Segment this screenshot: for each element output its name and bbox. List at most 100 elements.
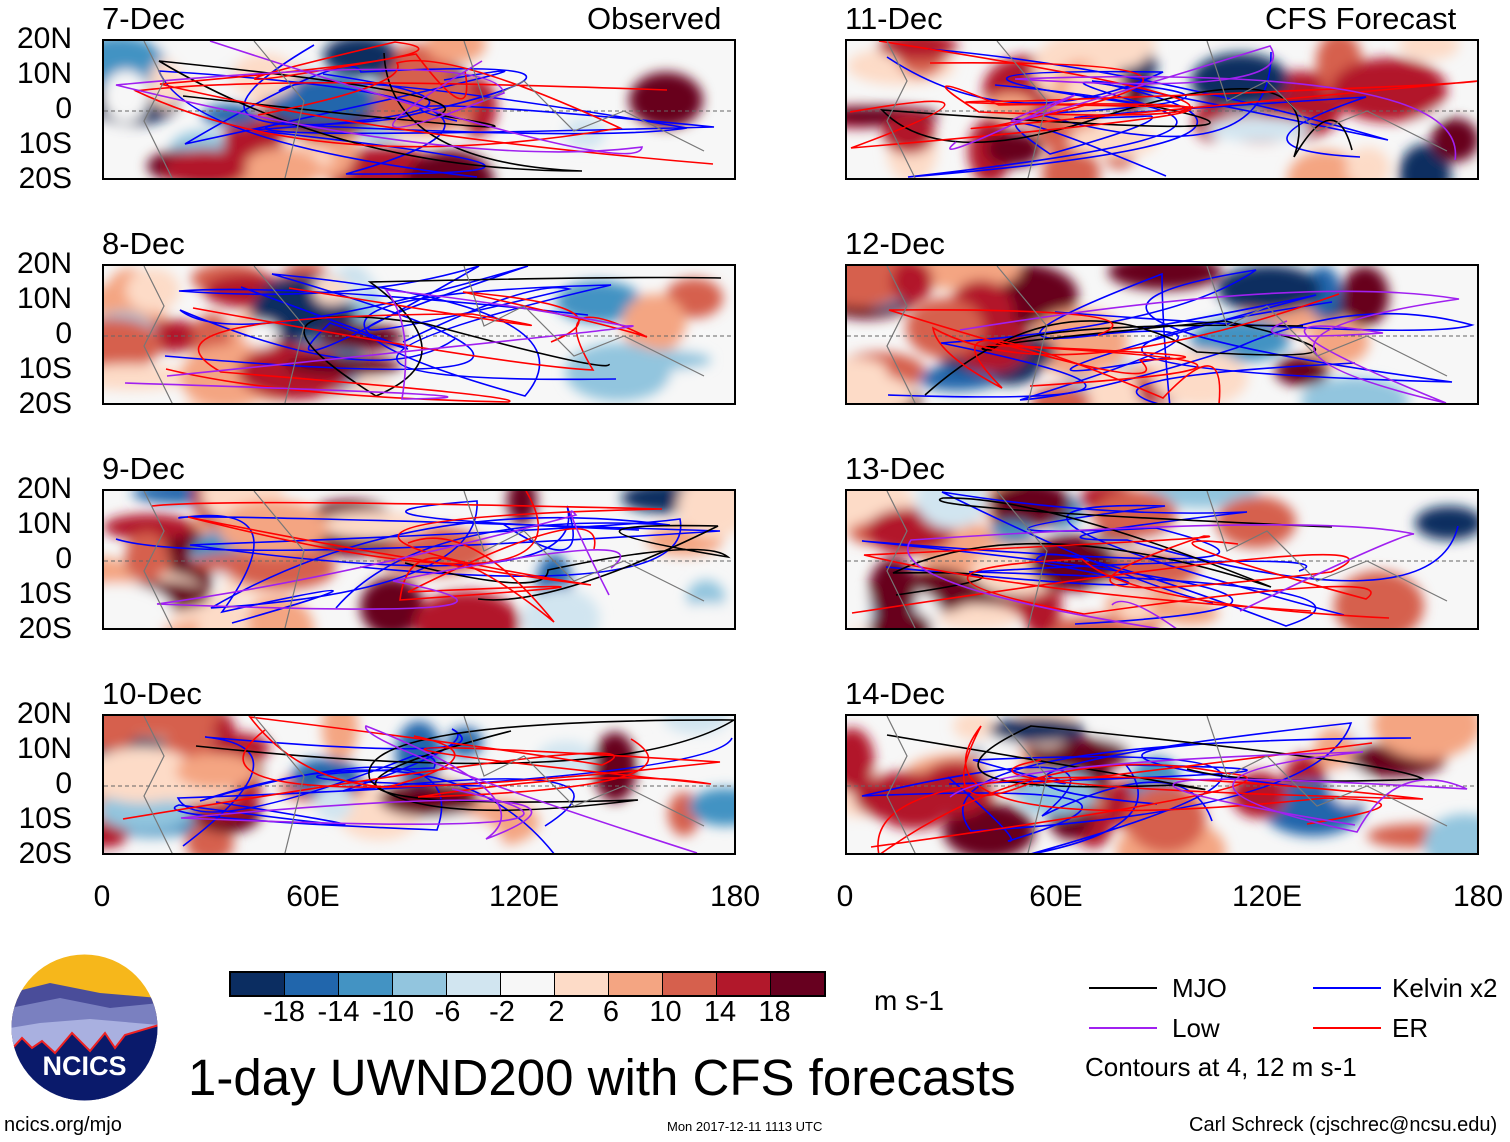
lat-tick-label: 10S (18, 127, 72, 160)
wind-anomaly-blob (916, 491, 988, 529)
coastline (886, 266, 1448, 403)
wind-anomaly-blob (176, 753, 258, 789)
wind-anomaly-blob (878, 41, 958, 59)
contour-line (159, 41, 714, 165)
panel-date: 12-Dec (845, 226, 945, 261)
wind-anomaly-blob (104, 514, 195, 540)
wind-anomaly-blob (689, 788, 734, 826)
wind-anomaly-blob (126, 268, 180, 312)
contour-line (851, 535, 1350, 614)
legend-line-low (1089, 1027, 1157, 1029)
wind-anomaly-blob (1287, 150, 1363, 178)
map-panel (845, 489, 1479, 630)
footer-timestamp: Mon 2017-12-11 1113 UTC (667, 1119, 823, 1134)
wind-anomaly-blob (1091, 41, 1151, 69)
wind-anomaly-blob (243, 321, 279, 347)
lon-tick-label: 120E (488, 880, 560, 913)
panel-date: 9-Dec (102, 451, 185, 486)
lat-tick-label: 20S (18, 612, 72, 645)
colorbar-swatch (447, 973, 501, 995)
wind-anomaly-blob (240, 596, 314, 628)
wind-anomaly-blob (1085, 367, 1139, 403)
lat-tick-label: 20S (18, 837, 72, 870)
wind-anomaly-blob (1424, 814, 1477, 853)
legend-line-er (1313, 1027, 1381, 1029)
colorbar-swatch (231, 973, 285, 995)
contour-line (931, 293, 1340, 403)
contour-line (115, 41, 643, 155)
colorbar-label: -6 (434, 996, 461, 1028)
wind-anomaly-blob (1373, 716, 1477, 759)
wind-anomaly-blob (1190, 318, 1290, 362)
wind-anomaly-blob (322, 716, 358, 760)
wind-anomaly-blob (315, 784, 353, 822)
lat-tick-label: 20S (18, 387, 72, 420)
lat-tick-label: 0 (55, 767, 72, 800)
lat-tick-label: 10S (18, 802, 72, 835)
colorbar-units: m s-1 (874, 985, 944, 1016)
wind-anomaly-blob (1161, 601, 1219, 625)
colorbar-swatch (285, 973, 339, 995)
wind-anomaly-blob (1346, 147, 1390, 178)
coastline (886, 716, 1448, 853)
coastline (143, 716, 705, 853)
lat-tick-label: 0 (55, 542, 72, 575)
wind-anomaly-blob (629, 72, 703, 128)
wind-anomaly-blob (1275, 356, 1329, 386)
contour-line (399, 527, 596, 623)
wind-anomaly-blob (593, 732, 637, 802)
ncics-logo: NCICS (10, 953, 159, 1102)
wind-anomaly-blob (125, 532, 169, 582)
wind-anomaly-blob (1330, 765, 1368, 805)
colorbar-swatch (663, 973, 717, 995)
wind-anomaly-blob (556, 281, 642, 323)
footer-url[interactable]: ncics.org/mjo (4, 1114, 122, 1136)
lat-tick-label: 10S (18, 352, 72, 385)
legend-line-mjo (1089, 987, 1157, 989)
contour-line (929, 61, 1477, 130)
legend-label-low: Low (1172, 1013, 1220, 1043)
contour-line (948, 755, 1248, 853)
wind-anomaly-blob (1399, 41, 1459, 60)
contour-line (176, 737, 733, 813)
lat-tick-label: 20S (18, 162, 72, 195)
contour-line (133, 59, 668, 148)
coastline (143, 266, 705, 403)
contour-line (861, 766, 1213, 842)
coastline (886, 491, 1448, 628)
wind-anomaly-blob (1028, 309, 1128, 377)
contour-line (265, 81, 715, 135)
map-panel (845, 264, 1479, 405)
wind-anomaly-blob (1415, 506, 1477, 540)
wind-anomaly-blob (1341, 266, 1389, 326)
colorbar-swatch (339, 973, 393, 995)
map-panel (102, 489, 736, 630)
wind-anomaly-blob (675, 603, 734, 627)
svg-text:NCICS: NCICS (42, 1051, 126, 1081)
contour-line (124, 288, 634, 400)
colorbar-label: 10 (649, 996, 682, 1028)
contour-line (242, 729, 721, 798)
lat-tick-label: 0 (55, 92, 72, 125)
contour-line (179, 266, 573, 362)
colorbar-label: -2 (489, 996, 515, 1028)
contour-line (870, 759, 1424, 853)
coastline (143, 41, 705, 178)
legend-label-mjo: MJO (1172, 973, 1227, 1003)
colorbar-swatch (555, 973, 609, 995)
lat-tick-label: 20N (16, 472, 72, 505)
panel-date: 13-Dec (845, 451, 945, 486)
panel-date: 11-Dec (845, 1, 943, 36)
wind-anomaly-blob (1301, 377, 1409, 403)
lat-tick-label: 10N (16, 507, 72, 540)
contour-line (906, 524, 1415, 628)
wind-anomaly-blob (1216, 496, 1296, 548)
wind-anomaly-blob (447, 727, 483, 757)
coastline (886, 41, 1448, 178)
wind-anomaly-blob (847, 358, 888, 384)
contour-line (165, 287, 533, 403)
lon-tick-label: 60E (286, 880, 340, 913)
map-panel (102, 714, 736, 855)
wind-anomaly-blob (953, 716, 995, 740)
contour-line (115, 514, 721, 624)
